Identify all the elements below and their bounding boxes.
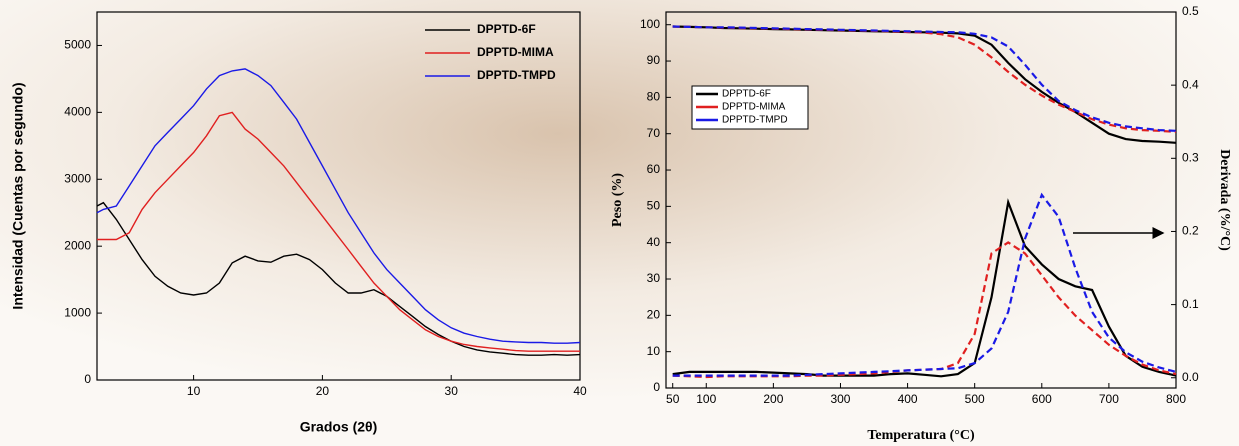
- series-line: [97, 111, 580, 352]
- plot-frame: [665, 11, 1177, 389]
- x-tick-label: 400: [898, 392, 918, 406]
- y-tick-label: 2000: [64, 238, 91, 252]
- x-tick-label: 30: [445, 384, 459, 398]
- x-tick-label: 200: [763, 392, 783, 406]
- y-tick-label: 5000: [64, 38, 91, 52]
- x-tick-label: 300: [830, 392, 850, 406]
- y2-tick-label: 0.0: [1182, 370, 1199, 384]
- y-tick-label: 0: [653, 380, 660, 394]
- y-tick-label: 3000: [64, 171, 91, 185]
- y-axis-label: Intensidad (Cuentas por segundo): [10, 82, 26, 309]
- x-tick-label: 600: [1032, 392, 1052, 406]
- y-tick-label: 70: [647, 126, 661, 140]
- x-tick-label: 500: [965, 392, 985, 406]
- legend-label: DPPTD-MIMA: [477, 45, 554, 59]
- series-line: [672, 25, 1177, 132]
- x-tick-label: 40: [573, 384, 587, 398]
- x-axis-label: Temperatura (°C): [867, 428, 975, 443]
- legend-label: DPPTD-6F: [722, 89, 771, 100]
- y-tick-label: 60: [647, 162, 661, 176]
- y2-tick-label: 0.2: [1182, 224, 1199, 238]
- y-tick-label: 20: [647, 308, 661, 322]
- y-axis-label: Peso (%): [610, 173, 625, 227]
- y-tick-label: 0: [84, 372, 91, 386]
- legend-label: DPPTD-6F: [477, 22, 536, 36]
- legend-label: DPPTD-MIMA: [722, 102, 786, 113]
- x-tick-label: 10: [187, 384, 201, 398]
- series-line: [96, 68, 581, 344]
- y-tick-label: 4000: [64, 105, 91, 119]
- y2-tick-label: 0.4: [1182, 77, 1199, 91]
- legend-label: DPPTD-TMPD: [722, 115, 788, 126]
- y-tick-label: 30: [647, 271, 661, 285]
- y-tick-label: 100: [640, 17, 660, 31]
- y-tick-label: 1000: [64, 305, 91, 319]
- y2-tick-label: 0.5: [1182, 4, 1199, 18]
- y-tick-label: 10: [647, 344, 661, 358]
- x-tick-label: 800: [1166, 392, 1186, 406]
- y2-tick-label: 0.1: [1182, 297, 1199, 311]
- plot-frame: [96, 11, 581, 381]
- legend-label: DPPTD-TMPD: [477, 68, 556, 82]
- x-tick-label: 20: [316, 384, 330, 398]
- x-tick-label: 50: [666, 392, 680, 406]
- x-axis-label: Grados (2θ): [300, 419, 378, 435]
- y-tick-label: 40: [647, 235, 661, 249]
- y2-axis-label: Derivada (%/°C): [1217, 149, 1232, 251]
- derivative-line: [672, 192, 1177, 377]
- y-tick-label: 80: [647, 90, 661, 104]
- x-tick-label: 700: [1099, 392, 1119, 406]
- x-tick-label: 100: [696, 392, 716, 406]
- y2-tick-label: 0.3: [1182, 150, 1199, 164]
- derivative-line: [672, 198, 1177, 378]
- y-tick-label: 90: [647, 53, 661, 67]
- series-line: [96, 201, 581, 356]
- y-tick-label: 50: [647, 199, 661, 213]
